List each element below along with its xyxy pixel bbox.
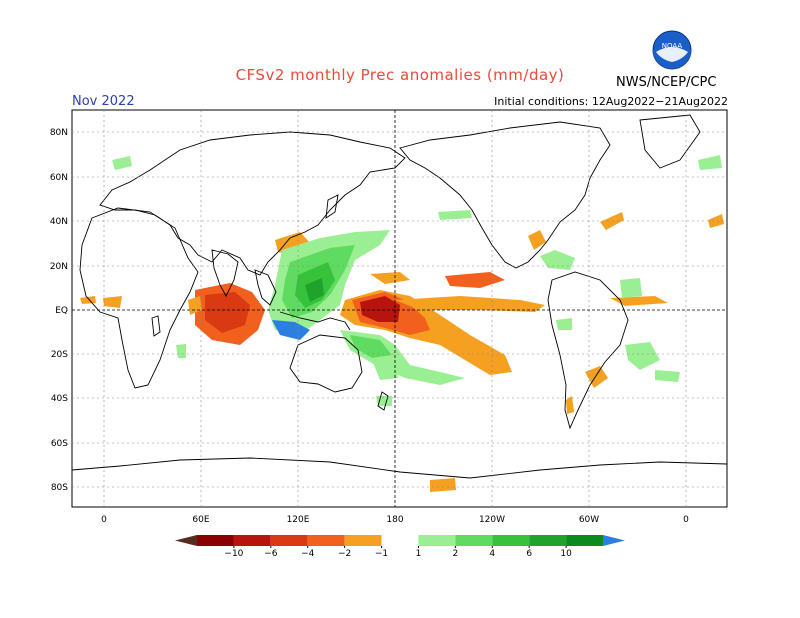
north-america-coast [399,121,611,269]
indochina-coast [254,269,277,306]
colorbar-swatch [197,535,234,546]
lat-label: 20N [50,262,68,272]
colorbar-label: −2 [338,549,351,559]
noaa-logo-icon: NOAA [652,30,692,70]
lon-label: 120W [479,515,505,525]
colorbar-label: −1 [375,549,388,559]
grid [72,110,727,507]
lon-label: 120E [287,515,310,525]
lat-label: EQ [55,306,68,316]
colorbar-label: 10 [560,549,572,559]
antarctica-coast [71,457,728,479]
madagascar-coast [151,315,161,337]
colorbar-label: −10 [224,549,243,559]
lat-label: 40N [50,217,68,227]
wet-anomalies [112,155,722,406]
colorbar-swatch [529,535,567,546]
colorbar-swatch [418,535,456,546]
japan-coast [325,194,339,219]
map-title: CFSv2 monthly Prec anomalies (mm/day) [235,66,565,84]
colorbar-label: −4 [301,549,315,559]
logo-text: NOAA [662,42,683,50]
colorbar-label: 4 [489,549,495,559]
greenland-coast [639,114,701,169]
lat-label: 80S [51,483,68,493]
colorbar-swatch [233,535,271,546]
colorbar-label: 1 [416,549,422,559]
lat-label: 60S [51,439,68,449]
lon-label: 0 [683,515,689,525]
initial-conditions: Initial conditions: 12Aug2022−21Aug2022 [494,95,728,108]
lon-label: 60W [579,515,599,525]
colorbar: −10 −6 −4 −2 −1 1 2 4 6 10 [175,535,625,559]
lat-label: 20S [51,350,68,360]
australia-coast [289,334,363,393]
forecast-month: Nov 2022 [72,94,135,109]
lon-labels: 0 60E 120E 180 120W 60W 0 [101,515,689,525]
colorbar-swatch [381,535,419,546]
indonesia-coast [279,311,351,331]
colorbar-swatch [307,535,345,546]
lat-label: 40S [51,394,68,404]
lat-labels: 80N 60N 40N 20N EQ 20S 40S 60S 80S [50,128,68,493]
eurasia-coast [99,131,406,276]
colorbar-swatch [344,535,382,546]
south-america-coast [547,271,629,430]
lon-label: 0 [101,515,107,525]
colorbar-label: −6 [264,549,278,559]
lat-label: 60N [50,173,68,183]
colorbar-swatch [603,535,625,546]
colorbar-swatch [455,535,493,546]
africa-coast [79,207,199,389]
colorbar-swatch [492,535,530,546]
colorbar-label: 6 [526,549,532,559]
lat-label: 80N [50,128,68,138]
colorbar-swatch [175,535,197,546]
lon-label: 180 [386,515,403,525]
india-coast [211,249,239,297]
colorbar-swatch [566,535,603,546]
colorbar-swatch [270,535,308,546]
new-zealand-coast [377,391,389,411]
colorbar-label: 2 [452,549,458,559]
lon-label: 60E [192,515,209,525]
agency-label: NWS/NCEP/CPC [616,75,717,90]
coastlines [71,114,728,479]
